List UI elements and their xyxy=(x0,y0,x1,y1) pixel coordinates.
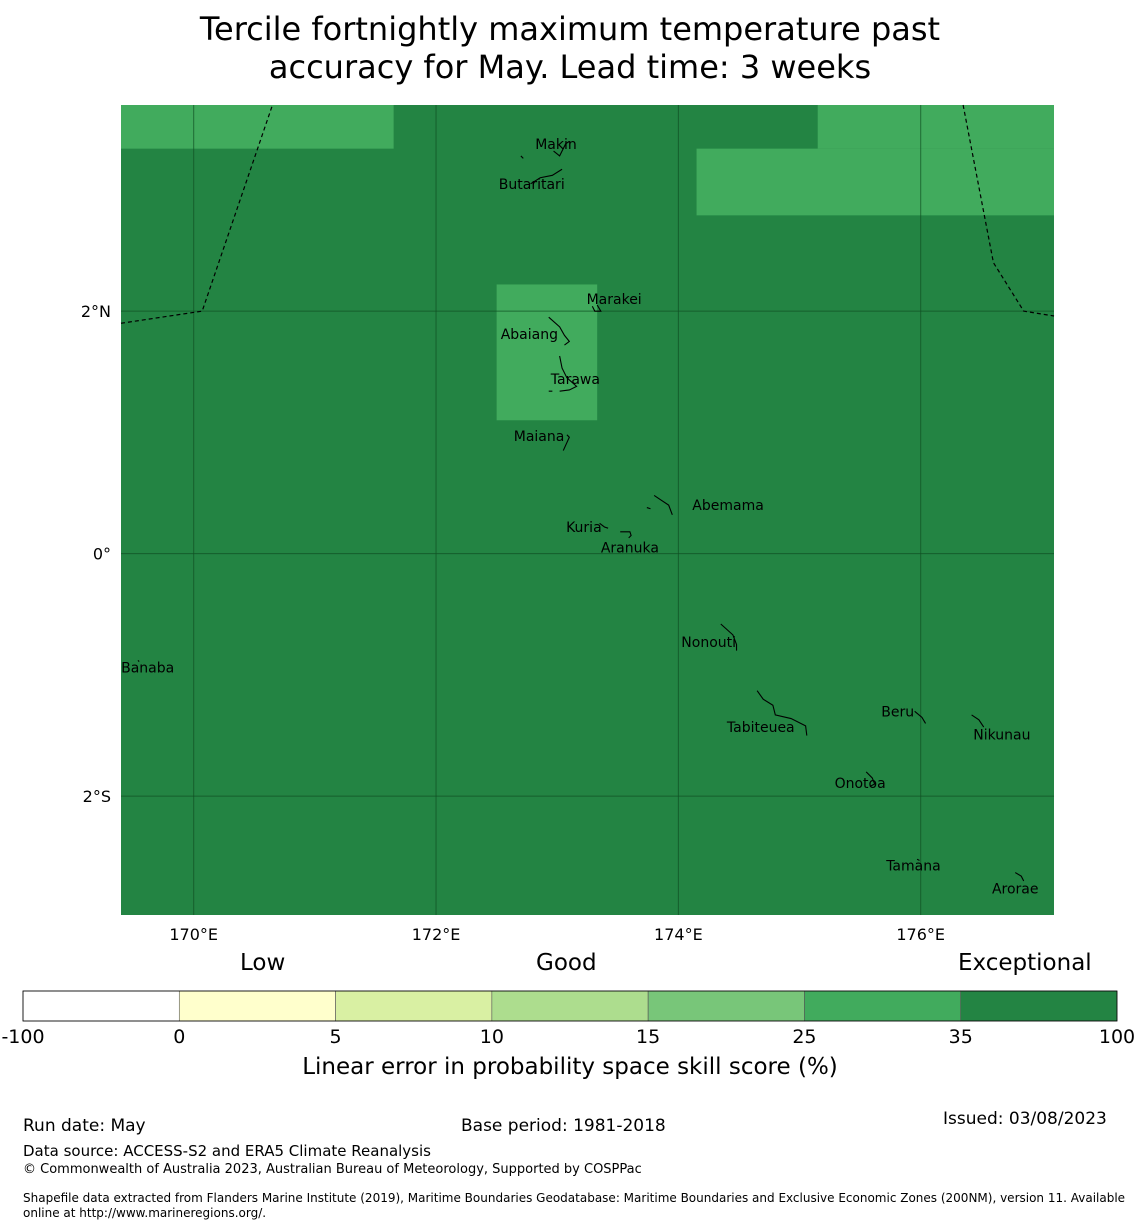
island-label: Tarawa xyxy=(550,372,600,388)
lon-tick-label: 176°E xyxy=(896,925,945,944)
island-label: Tabiteuea xyxy=(726,720,795,736)
skill-map: 170°E 172°E 174°E 176°E 2°N 0° 2°S Makin Butarit… xyxy=(81,104,1055,944)
island-label: Abaiang xyxy=(501,327,558,343)
colorbar-segment xyxy=(804,990,962,1022)
colorbar-tick-label: 35 xyxy=(949,1026,973,1048)
island-outline xyxy=(1014,872,1025,882)
colorbar-frame xyxy=(22,990,1118,1022)
island-label: Abemama xyxy=(692,498,764,514)
colorbar-tick-label: 5 xyxy=(330,1026,342,1048)
skill-cell xyxy=(496,284,598,421)
island-outline xyxy=(720,623,738,651)
island-outline xyxy=(599,522,609,529)
island-label: Butaritari xyxy=(499,177,565,193)
island-label: Nikunau xyxy=(973,727,1030,743)
island-label: Maiana xyxy=(514,429,565,445)
island-label: Arorae xyxy=(992,881,1039,897)
skill-cell xyxy=(696,148,1054,216)
island-outline xyxy=(520,155,524,159)
lon-tick-label: 172°E xyxy=(412,925,461,944)
colorbar-tick-label: 15 xyxy=(636,1026,660,1048)
island-label: Tamana xyxy=(885,858,940,874)
island-outline xyxy=(559,355,578,392)
map-title: Tercile fortnightly maximum temperature … xyxy=(0,10,1140,86)
shapefile-credit-line-1: Shapefile data extracted from Flanders M… xyxy=(23,1191,1126,1205)
island-outline xyxy=(646,507,651,510)
island-outline xyxy=(620,531,632,539)
skill-cell xyxy=(817,105,1054,149)
island-outline xyxy=(971,714,985,728)
colorbar-segment xyxy=(22,990,180,1022)
map-title-line-1: Tercile fortnightly maximum temperature … xyxy=(199,10,941,48)
skill-cell xyxy=(121,105,394,149)
island-label: Marakei xyxy=(587,292,642,308)
island-outline xyxy=(756,690,808,736)
colorbar-segment xyxy=(335,990,493,1022)
colorbar-label-low: Low xyxy=(240,950,286,976)
run-date: Run date: May xyxy=(23,1116,146,1136)
island-outline xyxy=(653,494,673,516)
lat-tick-label: 0° xyxy=(93,545,111,564)
island-outline xyxy=(865,771,876,787)
colorbar-tick-label: 0 xyxy=(173,1026,185,1048)
colorbar-tick-label: 10 xyxy=(480,1026,504,1048)
eez-boundary xyxy=(120,104,274,324)
island-outline xyxy=(553,140,570,157)
colorbar-segment xyxy=(647,990,805,1022)
island-outline xyxy=(530,168,563,185)
colorbar-segment xyxy=(491,990,649,1022)
island-label: Banaba xyxy=(121,661,174,677)
island-outline xyxy=(914,710,927,724)
island-label: Onotoa xyxy=(835,776,886,792)
colorbar-label-exceptional: Exceptional xyxy=(958,950,1092,976)
lat-tick-label: 2°S xyxy=(83,787,111,806)
island-outline xyxy=(916,858,920,861)
eez-boundary xyxy=(962,104,1055,317)
colorbar-segment xyxy=(960,990,1118,1022)
colorbar-title: Linear error in probability space skill … xyxy=(302,1054,838,1080)
island-outline xyxy=(562,434,570,451)
lat-tick-label: 2°N xyxy=(81,302,111,321)
colorbar-label-good: Good xyxy=(536,950,597,976)
colorbar-tick-label: -100 xyxy=(1,1026,44,1048)
map-background xyxy=(121,105,1054,915)
colorbar: -100 0 5 10 15 25 35 100 xyxy=(1,990,1135,1048)
map-title-line-2: accuracy for May. Lead time: 3 weeks xyxy=(268,48,872,86)
data-source: Data source: ACCESS-S2 and ERA5 Climate … xyxy=(23,1142,431,1160)
island-label: Kuria xyxy=(566,520,602,536)
island-label: Beru xyxy=(881,704,914,720)
island-outline xyxy=(591,304,602,312)
colorbar-segment xyxy=(178,990,336,1022)
issued-date: Issued: 03/08/2023 xyxy=(943,1109,1107,1129)
island-label: Makin xyxy=(535,137,577,153)
island-outline xyxy=(137,659,140,662)
lon-tick-label: 170°E xyxy=(169,925,218,944)
base-period: Base period: 1981-2018 xyxy=(461,1116,666,1136)
shapefile-credit-line-2: online at http://www.marineregions.org/. xyxy=(23,1206,267,1220)
island-label: Nonouti xyxy=(681,635,736,651)
lon-tick-label: 174°E xyxy=(654,925,703,944)
colorbar-tick-label: 25 xyxy=(792,1026,816,1048)
colorbar-tick-label: 100 xyxy=(1099,1026,1135,1048)
island-outline xyxy=(548,316,571,346)
island-label: Aranuka xyxy=(601,541,659,557)
copyright-notice: © Commonwealth of Australia 2023, Austra… xyxy=(23,1162,642,1177)
